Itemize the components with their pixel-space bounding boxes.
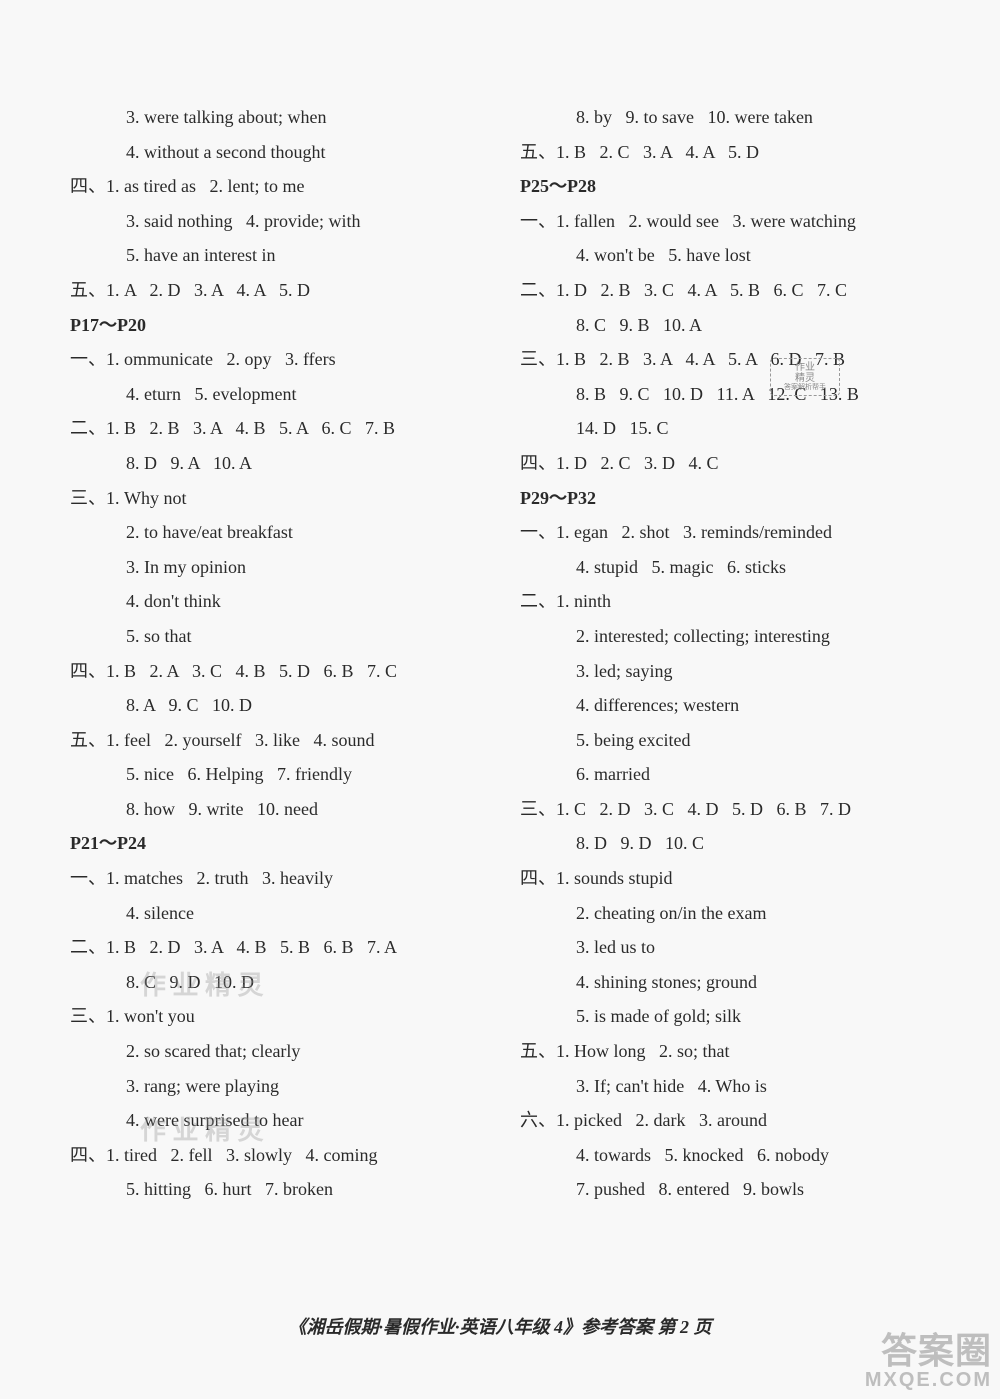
badge-line-1: 作业 [795, 362, 815, 373]
columns: 3. were talking about; when4. without a … [70, 100, 930, 1299]
answer-line: 4. towards 5. knocked 6. nobody [520, 1138, 930, 1173]
answer-line: 3. If; can't hide 4. Who is [520, 1069, 930, 1104]
answer-line: 3. led us to [520, 930, 930, 965]
answer-line: 4. silence [70, 896, 480, 931]
answer-line: 三、1. Why not [70, 481, 480, 516]
left-column: 3. were talking about; when4. without a … [70, 100, 480, 1299]
answer-line: 6. married [520, 757, 930, 792]
watermark-small: MXQE.COM [865, 1370, 992, 1391]
answer-line: 8. D 9. A 10. A [70, 446, 480, 481]
answer-line: 五、1. feel 2. yourself 3. like 4. sound [70, 723, 480, 758]
stamp-badge: 作业 精灵 答案解析帮手 [770, 358, 840, 396]
answer-line: 3. rang; were playing [70, 1069, 480, 1104]
answer-line: 8. B 9. C 10. D 11. A 12. C 13. B [520, 377, 930, 412]
answer-line: 2. interested; collecting; interesting [520, 619, 930, 654]
answer-line: 8. C 9. D 10. D [70, 965, 480, 1000]
page: 3. were talking about; when4. without a … [70, 100, 930, 1299]
answer-line: 8. how 9. write 10. need [70, 792, 480, 827]
answer-line: 4. differences; western [520, 688, 930, 723]
answer-line: 2. to have/eat breakfast [70, 515, 480, 550]
answer-line: P29～P32 [520, 481, 930, 516]
answer-line: 一、1. ommunicate 2. opy 3. ffers [70, 342, 480, 377]
answer-line: 三、1. won't you [70, 999, 480, 1034]
answer-line: 4. eturn 5. evelopment [70, 377, 480, 412]
answer-line: 3. led; saying [520, 654, 930, 689]
answer-line: P25～P28 [520, 169, 930, 204]
answer-line: 二、1. B 2. D 3. A 4. B 5. B 6. B 7. A [70, 930, 480, 965]
answer-line: 一、1. egan 2. shot 3. reminds/reminded [520, 515, 930, 550]
answer-line: 五、1. B 2. C 3. A 4. A 5. D [520, 135, 930, 170]
answer-line: 5. nice 6. Helping 7. friendly [70, 757, 480, 792]
answer-line: 5. have an interest in [70, 238, 480, 273]
right-column: 8. by 9. to save 10. were taken五、1. B 2.… [520, 100, 930, 1299]
answer-line: 一、1. fallen 2. would see 3. were watchin… [520, 204, 930, 239]
answer-line: 4. shining stones; ground [520, 965, 930, 1000]
answer-line: 8. C 9. B 10. A [520, 308, 930, 343]
answer-line: 2. so scared that; clearly [70, 1034, 480, 1069]
answer-line: 8. A 9. C 10. D [70, 688, 480, 723]
answer-line: 5. being excited [520, 723, 930, 758]
answer-line: 5. so that [70, 619, 480, 654]
answer-line: 四、1. as tired as 2. lent; to me [70, 169, 480, 204]
answer-line: 四、1. D 2. C 3. D 4. C [520, 446, 930, 481]
answer-line: 三、1. B 2. B 3. A 4. A 5. A 6. D 7. B [520, 342, 930, 377]
answer-line: 4. were surprised to hear [70, 1103, 480, 1138]
answer-line: 二、1. ninth [520, 584, 930, 619]
answer-line: 六、1. picked 2. dark 3. around [520, 1103, 930, 1138]
watermark-big: 答案圈 [865, 1332, 992, 1370]
answer-line: P17～P20 [70, 308, 480, 343]
answer-line: 三、1. C 2. D 3. C 4. D 5. D 6. B 7. D [520, 792, 930, 827]
answer-line: 四、1. sounds stupid [520, 861, 930, 896]
answer-line: 4. don't think [70, 584, 480, 619]
answer-line: 5. is made of gold; silk [520, 999, 930, 1034]
answer-line: 四、1. B 2. A 3. C 4. B 5. D 6. B 7. C [70, 654, 480, 689]
answer-line: 4. stupid 5. magic 6. sticks [520, 550, 930, 585]
answer-line: P21～P24 [70, 826, 480, 861]
badge-line-3: 答案解析帮手 [784, 384, 826, 392]
answer-line: 二、1. B 2. B 3. A 4. B 5. A 6. C 7. B [70, 411, 480, 446]
answer-line: 一、1. matches 2. truth 3. heavily [70, 861, 480, 896]
answer-line: 4. without a second thought [70, 135, 480, 170]
answer-line: 四、1. tired 2. fell 3. slowly 4. coming [70, 1138, 480, 1173]
answer-line: 7. pushed 8. entered 9. bowls [520, 1172, 930, 1207]
answer-line: 3. were talking about; when [70, 100, 480, 135]
answer-line: 3. In my opinion [70, 550, 480, 585]
answer-line: 二、1. D 2. B 3. C 4. A 5. B 6. C 7. C [520, 273, 930, 308]
answer-line: 5. hitting 6. hurt 7. broken [70, 1172, 480, 1207]
answer-line: 8. D 9. D 10. C [520, 826, 930, 861]
answer-line: 8. by 9. to save 10. were taken [520, 100, 930, 135]
answer-line: 14. D 15. C [520, 411, 930, 446]
page-footer: 《湘岳假期·暑假作业·英语八年级 4》参考答案 第 2 页 [0, 1313, 1000, 1339]
answer-line: 五、1. A 2. D 3. A 4. A 5. D [70, 273, 480, 308]
answer-line: 3. said nothing 4. provide; with [70, 204, 480, 239]
answer-line: 2. cheating on/in the exam [520, 896, 930, 931]
corner-watermark: 答案圈 MXQE.COM [865, 1332, 992, 1391]
answer-line: 五、1. How long 2. so; that [520, 1034, 930, 1069]
answer-line: 4. won't be 5. have lost [520, 238, 930, 273]
